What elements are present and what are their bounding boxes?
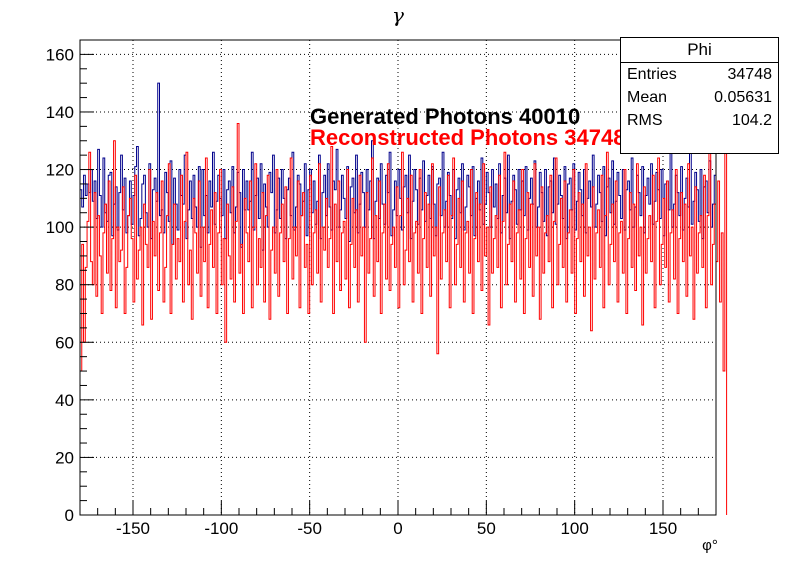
chart-title: γ <box>392 3 404 27</box>
x-tick-label: 50 <box>477 519 496 538</box>
x-tick-label: -150 <box>116 519 150 538</box>
stats-value-rms: 104.2 <box>731 112 772 129</box>
stats-row-mean: Mean 0.05631 <box>621 86 778 109</box>
axes-layer: -150 -100 -50 0 50 100 150 0 20 40 60 80 100 120 140 16… <box>46 39 717 538</box>
x-tick-label: -50 <box>297 519 322 538</box>
stats-key-rms: RMS <box>627 112 663 129</box>
generated-photons-label: Generated Photons 40010 <box>310 104 580 129</box>
stats-box-title: Phi <box>621 38 778 63</box>
stats-value-entries: 34748 <box>727 66 773 83</box>
series-layer <box>79 82 728 515</box>
y-tick-label: 100 <box>46 218 74 237</box>
y-tick-label: 160 <box>46 45 74 64</box>
x-tick-label: 100 <box>560 519 588 538</box>
stats-row-entries: Entries 34748 <box>621 63 778 86</box>
x-tick-label: -100 <box>204 519 238 538</box>
y-tick-label: 80 <box>55 276 74 295</box>
y-tick-label: 40 <box>55 391 74 410</box>
histogram-series-1 <box>79 122 728 515</box>
y-tick-label: 60 <box>55 333 74 352</box>
y-tick-label: 120 <box>46 161 74 180</box>
reconstructed-photons-label: Reconstructed Photons 34748 <box>310 125 625 150</box>
x-tick-label: 150 <box>649 519 677 538</box>
stats-key-mean: Mean <box>627 89 668 106</box>
y-tick-label: 140 <box>46 103 74 122</box>
stats-value-mean: 0.05631 <box>714 89 772 106</box>
y-tick-label: 20 <box>55 448 74 467</box>
y-tick-label: 0 <box>65 506 74 525</box>
stats-row-rms: RMS 104.2 <box>621 109 778 132</box>
x-axis-label: φ° <box>702 537 718 554</box>
stats-key-entries: Entries <box>627 66 677 83</box>
stats-box: Phi Entries 34748 Mean 0.05631 RMS 104.2 <box>620 37 779 154</box>
x-tick-label: 0 <box>393 519 402 538</box>
